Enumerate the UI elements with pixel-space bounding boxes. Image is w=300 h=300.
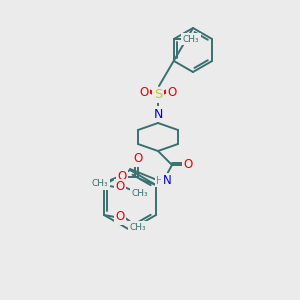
Text: CH₃: CH₃ (130, 223, 146, 232)
Text: O: O (117, 170, 127, 184)
Text: S: S (154, 88, 162, 101)
Text: CH₃: CH₃ (92, 179, 108, 188)
Text: CH₃: CH₃ (183, 34, 199, 43)
Text: N: N (153, 107, 163, 121)
Text: O: O (167, 86, 177, 100)
Text: N: N (163, 175, 171, 188)
Text: O: O (140, 86, 148, 100)
Text: H: H (156, 176, 164, 186)
Text: CH₃: CH₃ (132, 188, 148, 197)
Text: O: O (116, 181, 124, 194)
Text: O: O (183, 158, 193, 172)
Text: O: O (134, 152, 142, 166)
Text: O: O (116, 211, 124, 224)
